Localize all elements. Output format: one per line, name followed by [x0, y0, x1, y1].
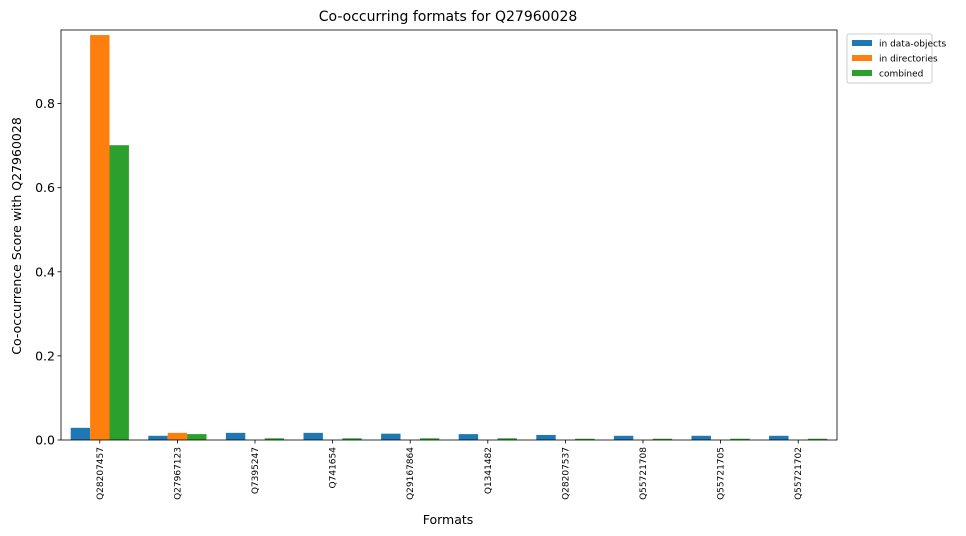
x-axis-label: Formats [423, 512, 474, 527]
x-tick-label: Q28207537 [561, 447, 571, 500]
legend: in data-objects in directories combined [846, 33, 946, 84]
y-tick-label: 0.4 [35, 264, 55, 279]
x-tick-label: Q27967123 [173, 447, 183, 500]
chart-title: Co-occurring formats for Q27960028 [319, 9, 578, 25]
bar-3-Q7395247 [264, 438, 285, 440]
y-tick-label: 0.0 [35, 433, 55, 448]
bar-1-Q7395247 [225, 432, 246, 440]
x-tick-label: Q55721708 [639, 447, 649, 500]
bar-1-Q28207457 [70, 427, 91, 440]
x-tick-label: Q55721702 [794, 447, 804, 500]
bar-2-Q27967123 [167, 432, 188, 440]
bar-3-Q1341482 [497, 438, 517, 440]
y-tick-label: 0.8 [35, 96, 55, 111]
plot-frame [60, 29, 838, 441]
bar-3-Q55721708 [652, 438, 673, 440]
legend-swatch [852, 40, 872, 46]
legend-swatch [852, 55, 872, 61]
bar-2-Q28207457 [90, 35, 110, 441]
bar-3-Q55721702 [807, 438, 828, 440]
x-tick-label: Q29167864 [406, 447, 416, 500]
x-tick-label: Q1341482 [484, 447, 494, 494]
y-tick-label: 0.6 [35, 180, 55, 195]
bar-3-Q741654 [342, 438, 362, 440]
bar-1-Q29167864 [381, 433, 401, 440]
legend-label: in data-objects [879, 40, 946, 50]
y-axis-label: Co-occurrence Score with Q27960028 [9, 117, 24, 355]
legend-label: combined [879, 70, 923, 80]
x-tick-label: Q28207457 [96, 447, 106, 500]
bar-3-Q27967123 [187, 434, 207, 440]
bar-1-Q55721702 [769, 435, 789, 440]
bar-1-Q55721708 [613, 435, 634, 440]
legend-label: in directories [879, 55, 938, 65]
x-tick-label: Q741654 [329, 447, 339, 489]
bar-3-Q55721705 [730, 438, 750, 440]
bar-1-Q55721705 [691, 435, 711, 440]
bar-3-Q28207537 [575, 438, 595, 440]
bar-3-Q28207457 [109, 145, 129, 440]
x-tick-label: Q7395247 [251, 447, 261, 494]
plot-area: 0.0 0.2 0.4 0.6 0.8 Q28207457 Q27967123 Q739524… [35, 29, 838, 500]
legend-swatch [852, 70, 872, 76]
y-tick-label: 0.2 [35, 348, 55, 363]
bar-1-Q741654 [303, 432, 323, 440]
x-tick-label: Q55721705 [717, 447, 727, 500]
bar-3-Q29167864 [419, 438, 440, 440]
bar-1-Q1341482 [458, 434, 479, 440]
bar-1-Q27967123 [148, 435, 168, 440]
bar-1-Q28207537 [536, 434, 556, 440]
